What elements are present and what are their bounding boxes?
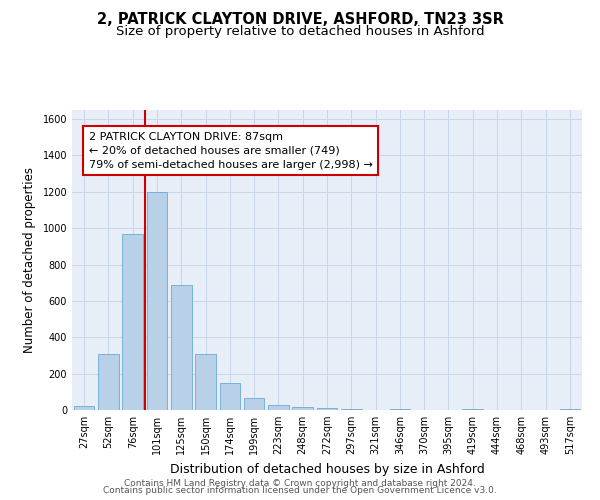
Bar [560,409,580,410]
Bar [268,406,289,410]
Text: Size of property relative to detached houses in Ashford: Size of property relative to detached ho… [116,25,484,38]
Text: 2 PATRICK CLAYTON DRIVE: 87sqm
← 20% of detached houses are smaller (749)
79% of: 2 PATRICK CLAYTON DRIVE: 87sqm ← 20% of … [89,132,373,170]
Bar [122,234,143,410]
Bar [220,382,240,410]
Bar [463,409,483,410]
Text: Contains HM Land Registry data © Crown copyright and database right 2024.: Contains HM Land Registry data © Crown c… [124,478,476,488]
Bar [341,409,362,410]
Text: 2, PATRICK CLAYTON DRIVE, ASHFORD, TN23 3SR: 2, PATRICK CLAYTON DRIVE, ASHFORD, TN23 … [97,12,503,28]
Bar [292,408,313,410]
Bar [195,354,216,410]
X-axis label: Distribution of detached houses by size in Ashford: Distribution of detached houses by size … [170,462,484,475]
Bar [146,192,167,410]
Bar [171,284,191,410]
Y-axis label: Number of detached properties: Number of detached properties [23,167,35,353]
Bar [389,409,410,410]
Text: Contains public sector information licensed under the Open Government Licence v3: Contains public sector information licen… [103,486,497,495]
Bar [98,354,119,410]
Bar [244,398,265,410]
Bar [317,408,337,410]
Bar [74,406,94,410]
